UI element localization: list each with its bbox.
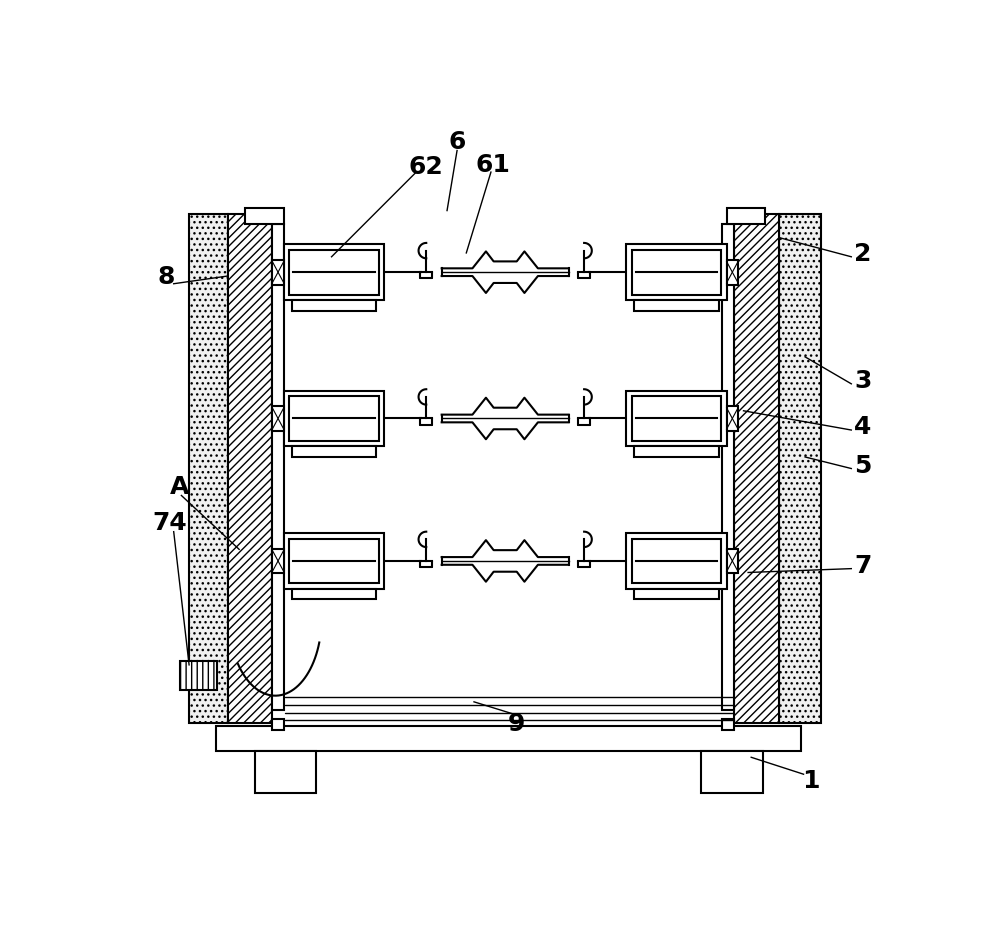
Bar — [779, 215, 821, 723]
Bar — [272, 406, 284, 432]
Bar — [284, 245, 384, 301]
Text: 62: 62 — [409, 155, 444, 179]
Text: 4: 4 — [854, 415, 872, 439]
Bar — [292, 589, 376, 599]
Text: 9: 9 — [508, 711, 525, 735]
Bar — [727, 209, 765, 225]
Text: 8: 8 — [157, 264, 175, 289]
Bar — [289, 251, 379, 295]
Bar — [727, 261, 738, 285]
Bar — [632, 539, 721, 584]
Bar — [272, 261, 284, 285]
Bar — [189, 215, 228, 723]
Bar — [180, 662, 217, 690]
Bar — [289, 539, 379, 584]
Text: 7: 7 — [854, 553, 872, 577]
Bar — [701, 752, 763, 793]
Bar — [228, 215, 272, 723]
Text: 2: 2 — [854, 241, 872, 265]
Bar — [255, 752, 316, 793]
Text: 6: 6 — [448, 130, 466, 154]
Bar — [289, 397, 379, 442]
Text: 5: 5 — [854, 453, 872, 477]
Bar — [272, 226, 284, 710]
Bar — [722, 719, 734, 730]
Bar — [245, 209, 284, 225]
Bar — [632, 397, 721, 442]
Bar — [626, 245, 727, 301]
Bar — [626, 534, 727, 589]
Bar — [634, 446, 719, 458]
Bar — [292, 446, 376, 458]
Bar — [634, 589, 719, 599]
Bar — [727, 406, 738, 432]
Text: 3: 3 — [854, 368, 872, 393]
Bar — [722, 226, 734, 710]
Bar — [734, 215, 779, 723]
Bar — [727, 549, 738, 574]
Bar — [284, 392, 384, 446]
Bar — [216, 727, 801, 752]
Bar — [284, 534, 384, 589]
Bar — [272, 719, 284, 730]
Text: A: A — [170, 475, 190, 498]
Text: 74: 74 — [152, 511, 187, 535]
Text: 1: 1 — [803, 768, 820, 793]
Bar — [292, 301, 376, 312]
Bar — [272, 549, 284, 574]
Bar — [632, 251, 721, 295]
Bar — [634, 301, 719, 312]
Text: 61: 61 — [476, 153, 511, 177]
Bar — [626, 392, 727, 446]
